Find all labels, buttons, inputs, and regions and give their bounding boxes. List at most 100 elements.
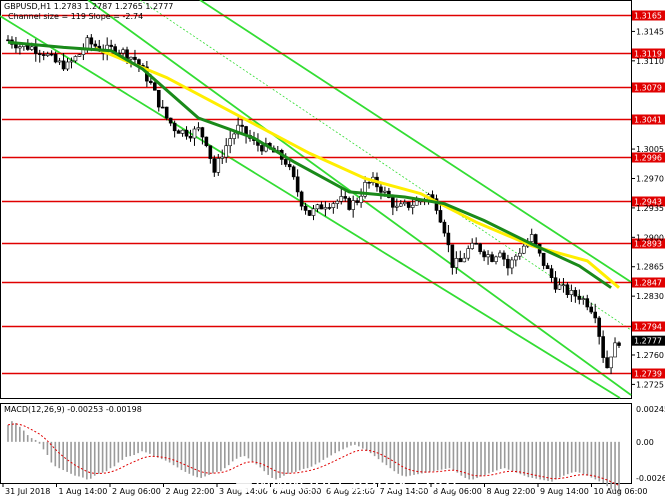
candle-body <box>93 43 98 47</box>
candle-body <box>49 53 54 56</box>
candle-body <box>434 198 439 211</box>
channel-midline <box>139 0 632 331</box>
candle-body <box>53 53 58 63</box>
candle-body <box>196 127 201 130</box>
symbol-header: GBPUSD,H1 1.2783 1.2787 1.2765 1.2777 <box>4 2 174 11</box>
price-candles <box>6 34 621 375</box>
candle-body <box>549 268 554 278</box>
level-label-box <box>632 152 665 163</box>
channel-line <box>199 0 632 283</box>
level-label-box <box>632 10 665 21</box>
macd-signal-line <box>7 423 620 486</box>
current-price-box <box>632 335 665 346</box>
candle-body <box>466 248 471 259</box>
level-label: 1.2739 <box>634 370 662 379</box>
price-tick-label: 1.2830 <box>636 292 664 301</box>
candle-body <box>204 136 209 147</box>
candle-body <box>323 207 328 210</box>
main-chart-frame <box>0 0 632 399</box>
candle-body <box>351 200 355 210</box>
candle-body <box>180 129 185 134</box>
level-label-box <box>632 321 665 332</box>
candle-body <box>168 117 173 124</box>
candle-body <box>176 130 181 134</box>
candle-body <box>303 205 308 211</box>
time-label: 6 Aug 22:00 <box>326 487 375 496</box>
candle-body <box>295 176 300 193</box>
candle-body <box>545 265 550 269</box>
candle-body <box>287 164 292 168</box>
ma-yellow-line <box>94 46 620 289</box>
time-label: 2 Aug 22:00 <box>166 487 215 496</box>
candle-body <box>442 221 447 234</box>
candle-body <box>363 181 367 197</box>
macd-header: MACD(12,26,9) -0.00253 -0.00198 <box>4 405 142 414</box>
candle-body <box>577 295 582 300</box>
candle-body <box>478 243 482 252</box>
macd-tick-label: 0.00245 <box>636 405 665 414</box>
candle-body <box>65 61 70 70</box>
candle-body <box>184 129 189 137</box>
candle-body <box>188 135 193 139</box>
candle-body <box>6 39 10 42</box>
candle-body <box>597 317 601 337</box>
candle-body <box>593 311 597 319</box>
level-label: 1.2794 <box>634 323 662 332</box>
candle-body <box>474 242 478 245</box>
level-label-box <box>632 238 665 249</box>
candle-body <box>470 242 475 249</box>
time-label: 7 Aug 14:00 <box>380 487 429 496</box>
channel-line <box>0 15 621 399</box>
candle-body <box>347 198 352 210</box>
ma-green-line <box>7 40 612 289</box>
time-label: 2 Aug 06:00 <box>112 487 161 496</box>
candle-body <box>557 284 562 290</box>
price-tick-label: 1.2760 <box>636 351 664 360</box>
candle-body <box>283 159 288 165</box>
candle-body <box>367 181 371 184</box>
macd-tick-label: -0.00267 <box>636 474 665 483</box>
support-resistance-levels: 1.3165 1.3119 1.3079 1.3041 1.2996 1.2943 1.28… <box>2 10 665 379</box>
candle-body <box>383 190 387 193</box>
candle-body <box>585 298 590 308</box>
time-label: 31 Jul 2018 <box>5 487 50 496</box>
candle-body <box>45 53 50 56</box>
candle-body <box>41 54 46 56</box>
candle-body <box>414 200 419 206</box>
level-label-box <box>632 277 665 288</box>
candle-body <box>172 122 177 132</box>
candle-body <box>319 204 324 210</box>
level-label-box <box>632 48 665 59</box>
candle-body <box>617 342 621 346</box>
candle-body <box>454 258 459 268</box>
candle-body <box>129 56 133 60</box>
moving-averages <box>7 40 620 289</box>
candle-body <box>355 200 359 203</box>
candle-body <box>208 145 213 159</box>
level-label: 1.2893 <box>634 240 662 249</box>
candle-body <box>458 258 463 263</box>
candle-body <box>33 46 38 54</box>
candle-body <box>327 207 332 209</box>
level-label: 1.3079 <box>634 84 662 93</box>
candle-body <box>339 196 344 202</box>
candle-body <box>152 82 157 91</box>
level-label: 1.2847 <box>634 279 662 288</box>
candle-body <box>18 46 22 49</box>
candle-body <box>299 191 304 207</box>
time-label: 8 Aug 22:00 <box>487 487 536 496</box>
level-label: 1.3119 <box>634 50 662 59</box>
candle-body <box>57 60 62 63</box>
candle-body <box>518 252 522 257</box>
candle-body <box>498 252 502 258</box>
macd-tick-label: 0.00 <box>636 438 654 447</box>
time-label: 1 Aug 14:00 <box>59 487 108 496</box>
candle-body <box>156 89 161 108</box>
candle-body <box>61 60 66 70</box>
level-label: 1.3041 <box>634 116 662 125</box>
candle-body <box>164 106 169 119</box>
candle-body <box>232 133 236 139</box>
candle-body <box>553 277 558 290</box>
candle-body <box>30 46 34 50</box>
